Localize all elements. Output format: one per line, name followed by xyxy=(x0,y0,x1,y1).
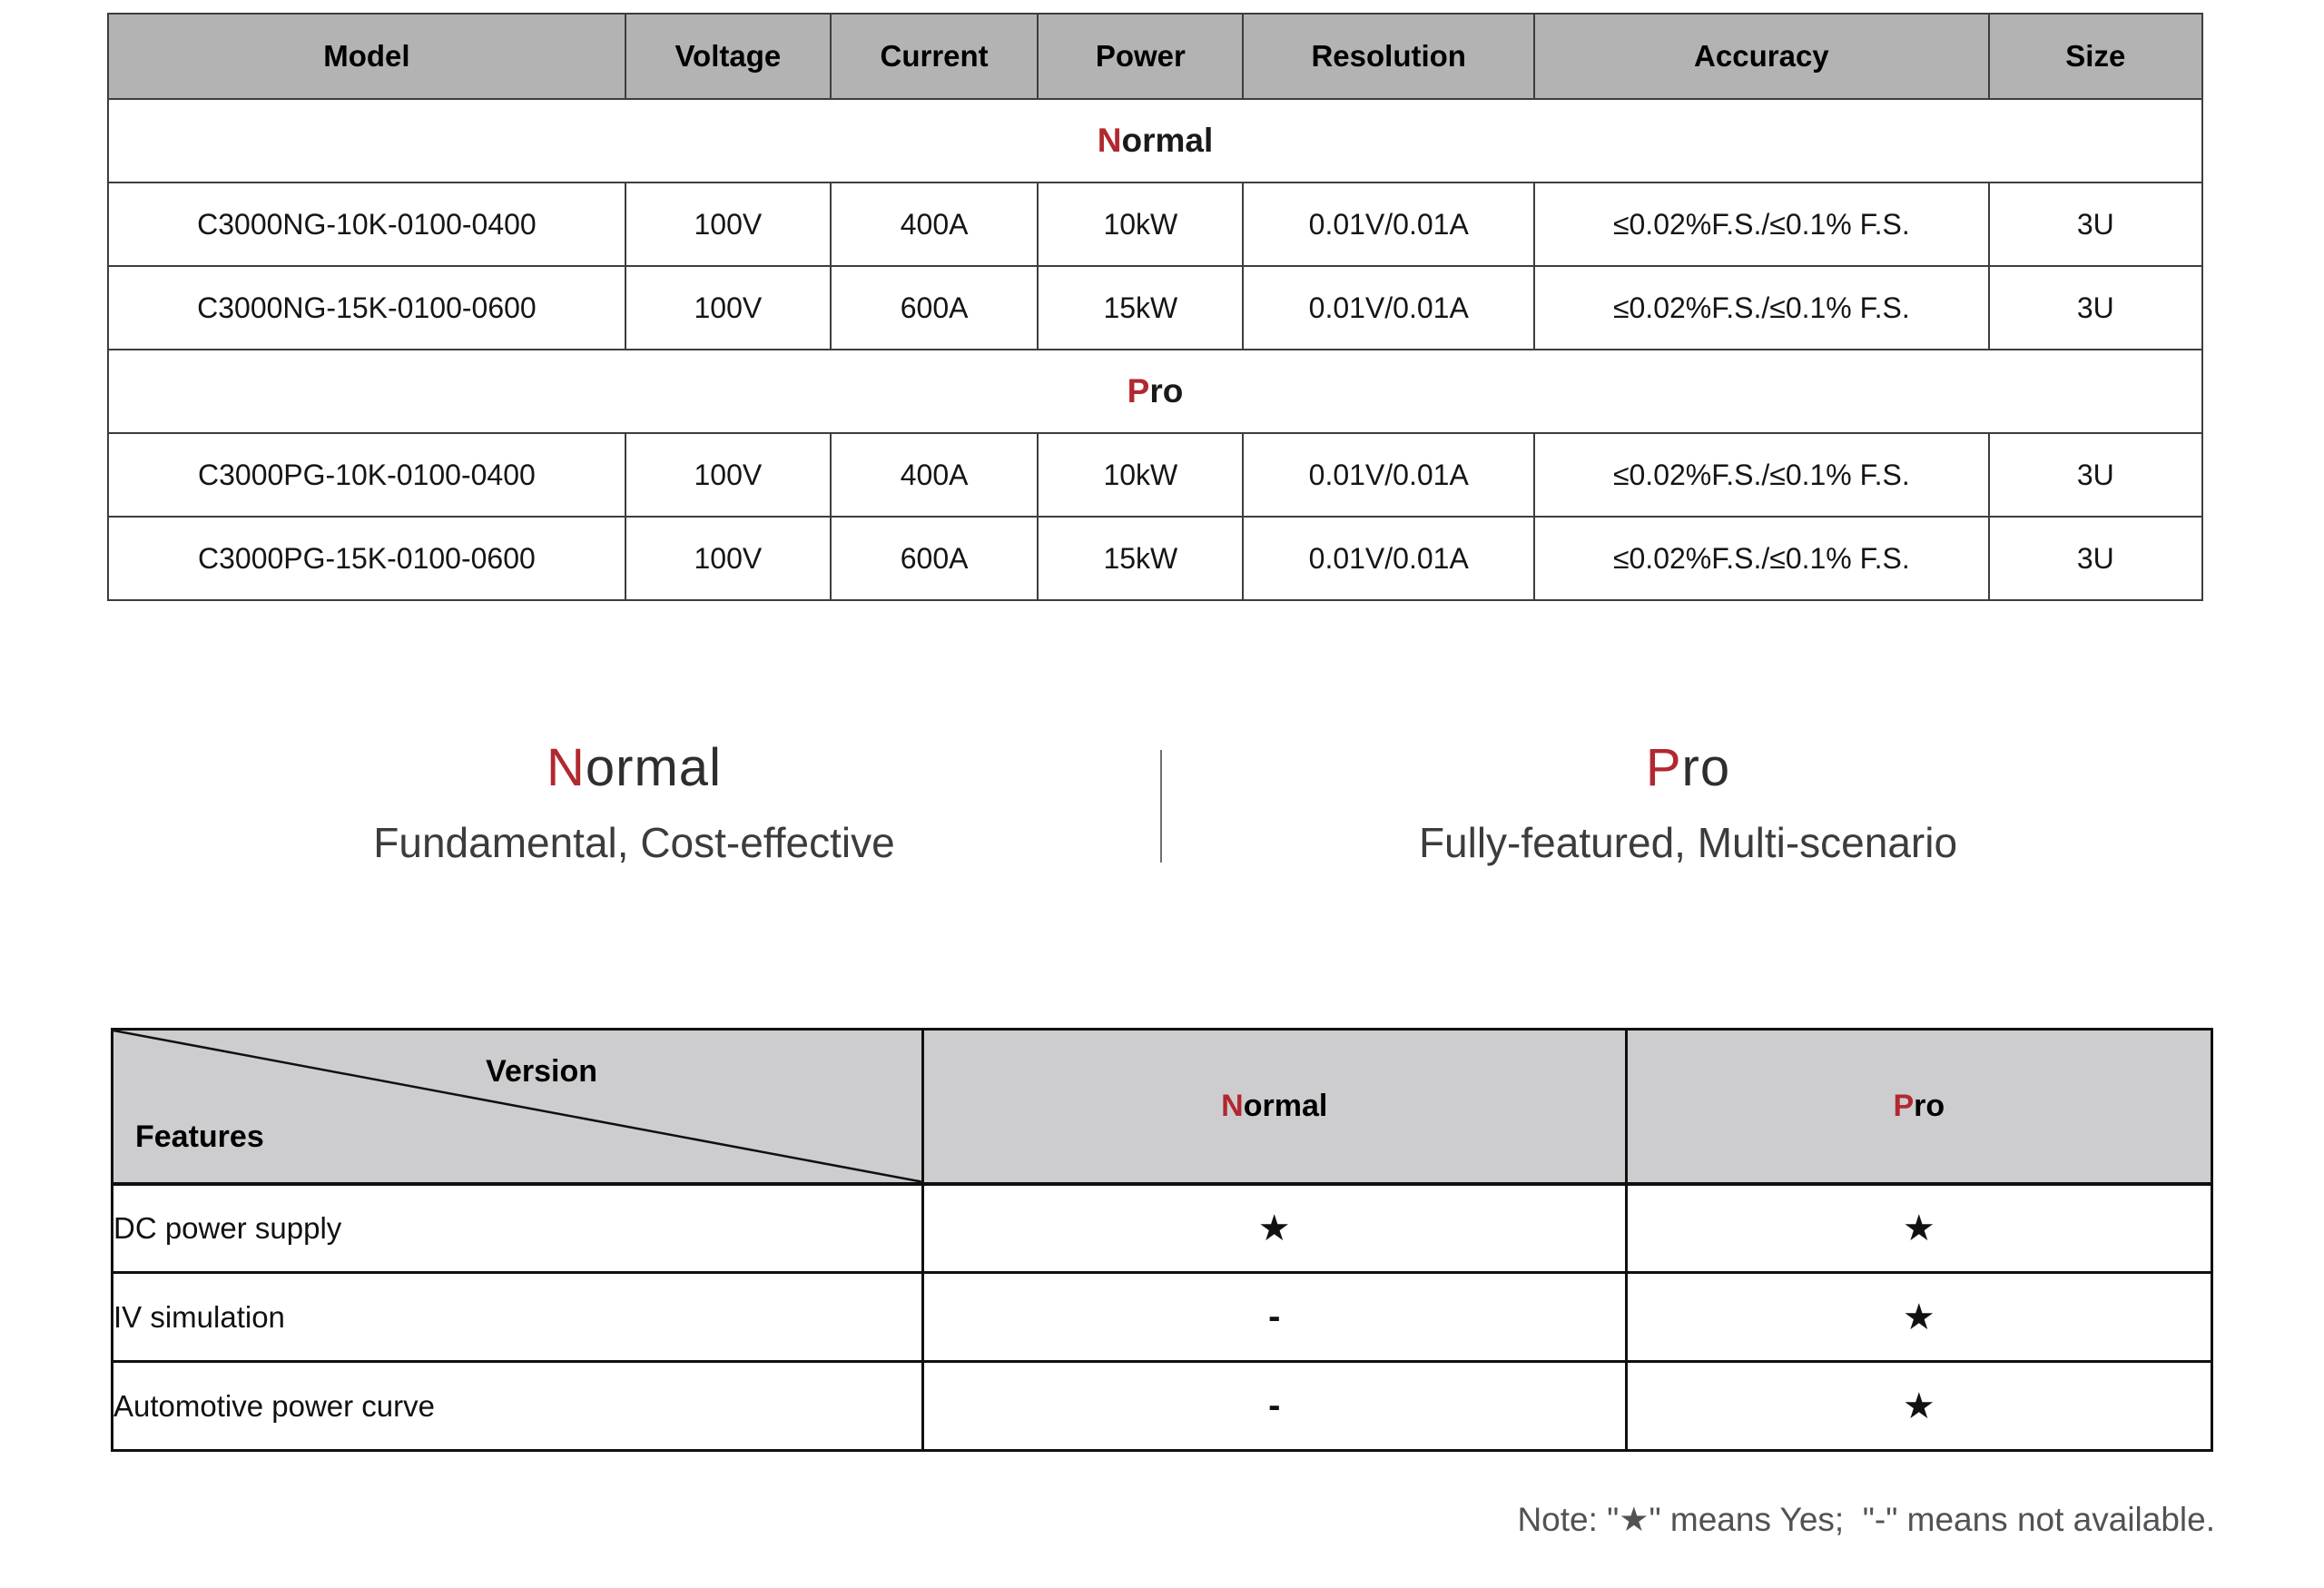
voltage-cell: 100V xyxy=(624,432,832,518)
spec-header-resolution: Resolution xyxy=(1242,13,1536,100)
table-row: C3000NG-10K-0100-0400 100V 400A 10kW 0.0… xyxy=(107,182,2204,267)
feature-label-cell: DC power supply xyxy=(111,1182,924,1274)
table-row: C3000PG-10K-0100-0400 100V 400A 10kW 0.0… xyxy=(107,432,2204,518)
accuracy-cell: ≤0.02%F.S./≤0.1% F.S. xyxy=(1533,432,1990,518)
version-title-pro: Pro xyxy=(1161,737,2215,798)
feature-row: IV simulation - ★ xyxy=(111,1271,2214,1363)
table-row: C3000NG-15K-0100-0600 100V 600A 15kW 0.0… xyxy=(107,265,2204,350)
feature-value-cell: ★ xyxy=(1624,1271,2214,1363)
current-cell: 600A xyxy=(829,516,1039,601)
model-cell: C3000NG-10K-0100-0400 xyxy=(107,182,626,267)
feature-col-normal-rest: ormal xyxy=(1243,1088,1328,1123)
feature-value-cell: - xyxy=(921,1271,1628,1363)
feature-col-pro-rest: ro xyxy=(1914,1088,1945,1123)
size-cell: 3U xyxy=(1987,432,2204,518)
section-label-pro-rest: ro xyxy=(1149,372,1184,409)
version-title-pro-rest: ro xyxy=(1681,738,1731,797)
feature-value-cell: - xyxy=(921,1360,1628,1452)
feature-col-normal-initial: N xyxy=(1221,1088,1244,1123)
voltage-cell: 100V xyxy=(624,516,832,601)
resolution-cell: 0.01V/0.01A xyxy=(1242,432,1536,518)
model-cell: C3000NG-15K-0100-0600 xyxy=(107,265,626,350)
current-cell: 400A xyxy=(829,182,1039,267)
feature-value-cell: ★ xyxy=(921,1182,1628,1274)
resolution-cell: 0.01V/0.01A xyxy=(1242,265,1536,350)
spec-header-row: Model Voltage Current Power Resolution A… xyxy=(107,13,2204,100)
table-row: C3000PG-15K-0100-0600 100V 600A 15kW 0.0… xyxy=(107,516,2204,601)
feature-col-pro: Pro xyxy=(1624,1028,2214,1186)
spec-header-accuracy: Accuracy xyxy=(1533,13,1990,100)
section-label-normal-rest: ormal xyxy=(1121,122,1214,159)
model-cell: C3000PG-10K-0100-0400 xyxy=(107,432,626,518)
spec-header-model: Model xyxy=(107,13,626,100)
section-label-normal: Normal xyxy=(107,98,2203,183)
spec-header-current: Current xyxy=(829,13,1039,100)
power-cell: 15kW xyxy=(1037,265,1245,350)
feature-table: Version Features Normal Pro DC power sup… xyxy=(111,1028,2214,1452)
accuracy-cell: ≤0.02%F.S./≤0.1% F.S. xyxy=(1533,182,1990,267)
size-cell: 3U xyxy=(1987,182,2204,267)
legend-note: Note: "★" means Yes; "-" means not avail… xyxy=(1517,1501,2215,1538)
spec-header-size: Size xyxy=(1987,13,2204,100)
version-title-normal: Normal xyxy=(107,737,1161,798)
section-label-pro-initial: P xyxy=(1127,372,1150,409)
current-cell: 400A xyxy=(829,432,1039,518)
diagonal-divider xyxy=(113,1031,921,1182)
version-blurb-pro: Pro Fully-featured, Multi-scenario xyxy=(1161,737,2215,867)
vertical-divider xyxy=(1160,750,1162,863)
section-band-pro: Pro xyxy=(107,349,2203,434)
section-label-normal-initial: N xyxy=(1097,122,1122,159)
resolution-cell: 0.01V/0.01A xyxy=(1242,516,1536,601)
version-title-normal-rest: ormal xyxy=(585,738,722,797)
spec-header-voltage: Voltage xyxy=(624,13,832,100)
feature-label-cell: Automotive power curve xyxy=(111,1360,924,1452)
model-cell: C3000PG-15K-0100-0600 xyxy=(107,516,626,601)
feature-row: Automotive power curve - ★ xyxy=(111,1360,2214,1452)
version-blurb-normal: Normal Fundamental, Cost-effective xyxy=(107,737,1161,867)
voltage-cell: 100V xyxy=(624,265,832,350)
version-tagline-normal: Fundamental, Cost-effective xyxy=(373,819,895,866)
accuracy-cell: ≤0.02%F.S./≤0.1% F.S. xyxy=(1533,265,1990,350)
resolution-cell: 0.01V/0.01A xyxy=(1242,182,1536,267)
power-cell: 10kW xyxy=(1037,182,1245,267)
spec-table: Model Voltage Current Power Resolution A… xyxy=(107,13,2204,601)
feature-label-cell: IV simulation xyxy=(111,1271,924,1363)
size-cell: 3U xyxy=(1987,516,2204,601)
corner-label-version: Version xyxy=(486,1054,598,1089)
current-cell: 600A xyxy=(829,265,1039,350)
accuracy-cell: ≤0.02%F.S./≤0.1% F.S. xyxy=(1533,516,1990,601)
power-cell: 15kW xyxy=(1037,516,1245,601)
section-label-pro: Pro xyxy=(107,349,2203,434)
feature-col-pro-initial: P xyxy=(1893,1088,1915,1123)
version-tagline-pro: Fully-featured, Multi-scenario xyxy=(1418,819,1958,866)
feature-value-cell: ★ xyxy=(1624,1182,2214,1274)
version-blurbs: Normal Fundamental, Cost-effective Pro F… xyxy=(107,737,2215,867)
feature-row: DC power supply ★ ★ xyxy=(111,1182,2214,1274)
feature-header-row: Version Features Normal Pro xyxy=(111,1028,2214,1186)
power-cell: 10kW xyxy=(1037,432,1245,518)
corner-label-features: Features xyxy=(135,1119,264,1154)
feature-col-normal: Normal xyxy=(921,1028,1628,1186)
feature-value-cell: ★ xyxy=(1624,1360,2214,1452)
size-cell: 3U xyxy=(1987,265,2204,350)
version-title-pro-initial: P xyxy=(1645,738,1682,797)
corner-header-cell: Version Features xyxy=(111,1028,924,1186)
voltage-cell: 100V xyxy=(624,182,832,267)
section-band-normal: Normal xyxy=(107,98,2203,183)
version-title-normal-initial: N xyxy=(547,738,586,797)
spec-header-power: Power xyxy=(1037,13,1245,100)
